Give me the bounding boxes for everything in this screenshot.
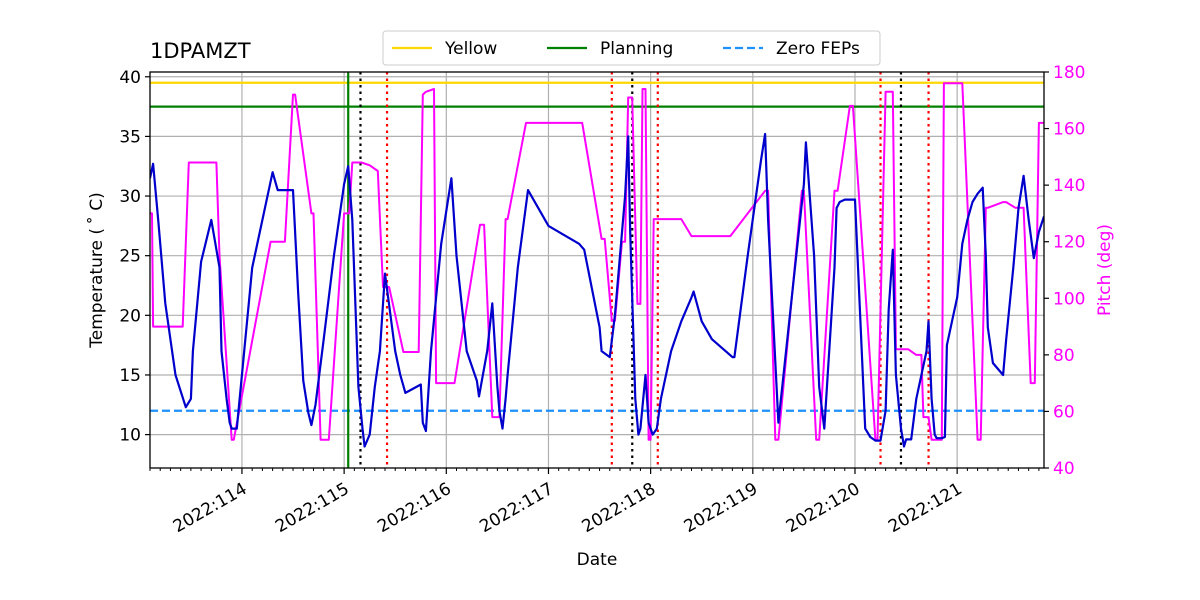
y2-tick-label: 180 [1053,63,1085,83]
legend-label-zero-feps: Zero FEPs [776,39,860,59]
chart-title: 1DPAMZT [150,39,251,63]
legend-label-planning: Planning [600,39,673,59]
y-tick-label: 10 [119,426,141,446]
y-tick-label: 20 [119,306,141,326]
x-axis-label: Date [577,550,618,570]
y2-axis-label: Pitch (deg) [1095,224,1115,316]
series-lines [150,82,1044,448]
y-tick-label: 25 [119,247,141,267]
y2-tick-label: 140 [1053,176,1085,196]
legend-label-yellow: Yellow [444,39,497,59]
y-tick-label: 40 [119,68,141,88]
legend-frame [382,30,881,66]
y2-tick-label: 40 [1053,459,1075,479]
y-axis-label: Temperature ( ˚ C) [86,192,107,349]
temperature-series-line [150,132,1044,448]
plot-area [150,72,1044,468]
y2-tick-label: 120 [1053,233,1085,253]
plot-frame [149,71,1045,469]
legend: Yellow Planning Zero FEPs [382,30,881,66]
y2-tick-label: 80 [1053,346,1075,366]
y2-tick-label: 100 [1053,289,1085,309]
y2-tick-label: 160 [1053,120,1085,140]
y2-tick-label: 60 [1053,402,1075,422]
pitch-series-line [150,82,1044,441]
y-tick-label: 30 [119,187,141,207]
y-tick-label: 15 [119,366,141,386]
y-tick-label: 35 [119,127,141,147]
